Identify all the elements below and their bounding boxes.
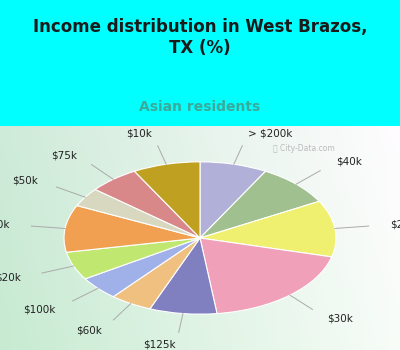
Text: $50k: $50k [12, 175, 38, 186]
Wedge shape [150, 238, 217, 314]
Text: $60k: $60k [76, 326, 102, 336]
Wedge shape [200, 171, 319, 238]
Wedge shape [77, 189, 200, 238]
Wedge shape [134, 162, 200, 238]
Wedge shape [64, 205, 200, 252]
Text: $150k: $150k [0, 219, 10, 230]
Wedge shape [200, 162, 266, 238]
Text: $20k: $20k [0, 273, 22, 282]
Wedge shape [200, 201, 336, 257]
Wedge shape [113, 238, 200, 309]
Text: ⓘ City-Data.com: ⓘ City-Data.com [273, 144, 335, 153]
Wedge shape [95, 171, 200, 238]
Text: $30k: $30k [327, 314, 353, 324]
Text: Income distribution in West Brazos,
TX (%): Income distribution in West Brazos, TX (… [33, 19, 367, 57]
Wedge shape [200, 238, 332, 314]
Text: > $200k: > $200k [248, 129, 292, 139]
Wedge shape [66, 238, 200, 279]
Text: $200k: $200k [390, 219, 400, 230]
Text: $10k: $10k [126, 129, 152, 139]
Text: Asian residents: Asian residents [139, 100, 261, 114]
Wedge shape [85, 238, 200, 297]
Text: $125k: $125k [143, 340, 176, 350]
Text: $75k: $75k [52, 150, 78, 160]
Text: $40k: $40k [336, 157, 362, 167]
Text: $100k: $100k [24, 304, 56, 314]
